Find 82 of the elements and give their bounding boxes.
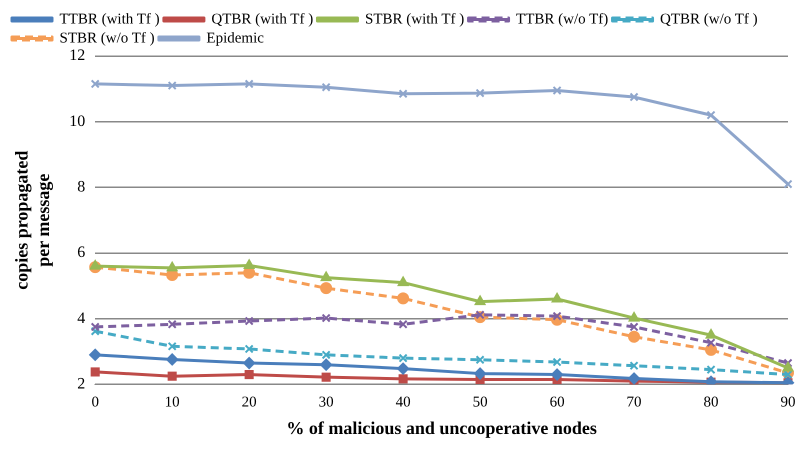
x-axis-title: % of malicious and uncooperative nodes bbox=[286, 418, 597, 438]
point bbox=[89, 348, 102, 361]
point bbox=[630, 361, 639, 370]
point bbox=[320, 272, 332, 282]
legend-label: TTBR (with Tf ) bbox=[60, 11, 160, 28]
point bbox=[168, 320, 177, 329]
point bbox=[168, 372, 177, 381]
point bbox=[90, 326, 100, 336]
point bbox=[322, 82, 331, 92]
point bbox=[244, 344, 254, 354]
point bbox=[398, 320, 408, 329]
point bbox=[322, 372, 331, 382]
legend-label: STBR (with Tf ) bbox=[364, 11, 464, 28]
point bbox=[397, 292, 410, 304]
point bbox=[474, 296, 486, 306]
legend-label: TTBR (w/o Tf) bbox=[516, 11, 608, 28]
y-tick-label: 10 bbox=[69, 112, 86, 130]
point bbox=[552, 293, 562, 303]
point bbox=[630, 322, 639, 332]
x-tick-label: 0 bbox=[91, 394, 99, 410]
point bbox=[322, 314, 331, 323]
point bbox=[168, 342, 177, 351]
legend-label: QTBR (with Tf ) bbox=[211, 11, 314, 28]
point bbox=[90, 367, 100, 376]
point bbox=[166, 353, 178, 366]
point bbox=[706, 110, 716, 120]
point bbox=[628, 330, 640, 343]
point bbox=[244, 316, 254, 326]
x-tick-label: 60 bbox=[550, 394, 565, 410]
point bbox=[90, 322, 100, 332]
y-tick-label: 6 bbox=[77, 244, 86, 262]
x-tick-label: 80 bbox=[704, 394, 719, 410]
legend-label: STBR (w/o Tf ) bbox=[60, 30, 155, 46]
point bbox=[320, 282, 332, 294]
point bbox=[244, 370, 254, 380]
point bbox=[705, 344, 718, 356]
point bbox=[706, 329, 716, 339]
x-tick-label: 20 bbox=[242, 394, 257, 410]
point bbox=[552, 312, 562, 321]
y-axis-title: copies propagated per message bbox=[11, 150, 54, 290]
point bbox=[243, 357, 256, 370]
x-tick-label: 50 bbox=[472, 394, 488, 410]
point bbox=[782, 362, 794, 372]
x-tick-label: 30 bbox=[318, 394, 334, 410]
point bbox=[244, 260, 254, 270]
y-tick-label: 8 bbox=[77, 178, 86, 196]
y-tick-label: 4 bbox=[77, 310, 86, 327]
point bbox=[476, 355, 485, 364]
x-tick-label: 40 bbox=[396, 394, 411, 410]
point bbox=[474, 368, 486, 380]
point bbox=[476, 88, 485, 98]
y-tick-label: 12 bbox=[69, 47, 86, 64]
point bbox=[706, 365, 716, 374]
point bbox=[630, 92, 639, 102]
point bbox=[628, 312, 640, 322]
x-tick-label: 90 bbox=[780, 394, 796, 410]
point bbox=[397, 362, 410, 375]
point bbox=[783, 180, 793, 189]
point bbox=[398, 374, 408, 384]
point bbox=[90, 260, 101, 270]
point bbox=[90, 79, 100, 88]
point bbox=[783, 370, 793, 380]
point bbox=[168, 81, 177, 90]
point bbox=[706, 338, 716, 348]
point bbox=[320, 358, 332, 371]
legend-label: QTBR (w/o Tf ) bbox=[660, 11, 758, 28]
point bbox=[244, 79, 254, 88]
y-tick-label: 2 bbox=[77, 376, 86, 393]
point bbox=[783, 358, 793, 368]
point bbox=[551, 368, 564, 381]
point bbox=[166, 262, 178, 272]
point bbox=[476, 310, 485, 320]
point bbox=[322, 350, 331, 360]
x-tick-label: 70 bbox=[626, 394, 642, 410]
point bbox=[398, 354, 408, 363]
point bbox=[628, 372, 640, 384]
legend-label: Epidemic bbox=[206, 30, 264, 46]
point bbox=[552, 86, 562, 96]
point bbox=[398, 89, 408, 98]
x-tick-label: 10 bbox=[164, 394, 180, 410]
point bbox=[398, 276, 408, 286]
point bbox=[552, 358, 562, 367]
